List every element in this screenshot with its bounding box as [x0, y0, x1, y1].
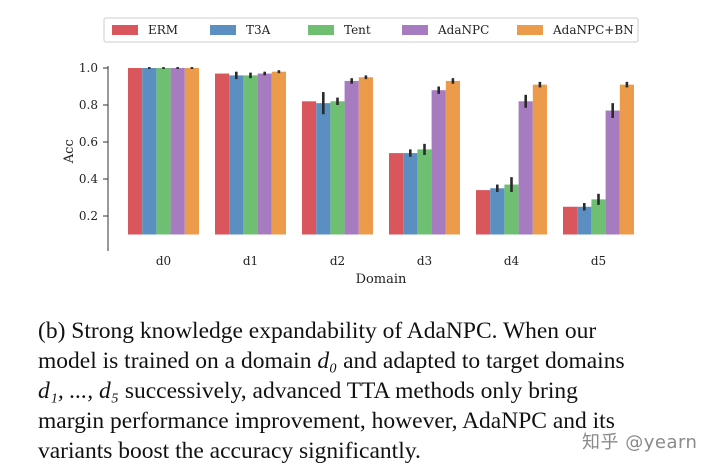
bar-adanpc-bn-d3 — [445, 80, 460, 235]
bar-tent-d0 — [156, 68, 171, 235]
x-tick-label: d0 — [156, 254, 171, 268]
bar-adanpc-d2 — [344, 80, 359, 235]
caption-line-2-text-a: model is trained on a domain — [38, 348, 318, 374]
caption-math-d0: d₀ — [317, 348, 338, 374]
bar-adanpc-bn-d5 — [619, 84, 634, 235]
bar-adanpc-d3 — [431, 90, 446, 235]
bar-t3a-d3 — [403, 153, 418, 235]
x-tick-label: d3 — [417, 254, 432, 268]
caption-math-d1-d5: d₁, ..., d₅ — [38, 378, 119, 404]
bar-adanpc-bn-d0 — [184, 68, 199, 235]
bar-t3a-d0 — [142, 68, 157, 235]
y-axis-label: Acc — [62, 139, 77, 164]
bar-t3a-d2 — [316, 103, 331, 235]
bar-t3a-d5 — [577, 206, 592, 235]
caption-line-1: (b) Strong knowledge expandability of Ad… — [38, 318, 597, 344]
legend-label: AdaNPC+BN — [552, 23, 634, 37]
x-tick-label: d1 — [243, 254, 258, 268]
legend-label: AdaNPC — [437, 23, 489, 37]
caption-line-3: d₁, ..., d₅ successively, advanced TTA m… — [38, 376, 688, 406]
bar-t3a-d4 — [490, 188, 505, 235]
bar-adanpc-bn-d4 — [532, 84, 547, 235]
bar-adanpc-bn-d2 — [358, 77, 373, 235]
caption-line-3-text: successively, advanced TTA methods only … — [118, 378, 578, 404]
legend-swatch — [402, 25, 428, 35]
bar-erm-d4 — [476, 190, 491, 235]
legend-label: T3A — [246, 23, 271, 37]
bar-chart: 0.2 0.4 0.6 0.8 1.0 Acc d0 d1 d2 d3 d4 d5 Domain ERM T… — [62, 17, 639, 287]
bar-adanpc-d4 — [518, 101, 533, 235]
bar-t3a-d1 — [229, 75, 244, 235]
y-tick-label: 0.2 — [79, 209, 98, 223]
bar-adanpc-d0 — [170, 68, 185, 235]
x-axis-label: Domain — [356, 272, 407, 287]
caption-line-2: model is trained on a domain d₀ and adap… — [38, 346, 688, 376]
legend-label: ERM — [148, 23, 178, 37]
bar-tent-d3 — [417, 149, 432, 235]
figure-caption: (b) Strong knowledge expandability of Ad… — [38, 316, 688, 466]
x-tick-label: d2 — [330, 254, 345, 268]
bar-adanpc-d1 — [257, 73, 272, 235]
y-tick-label: 0.6 — [79, 135, 98, 149]
legend-swatch — [517, 25, 543, 35]
legend-swatch — [308, 25, 334, 35]
legend-swatch — [210, 25, 236, 35]
caption-line-5: variants boost the accuracy significantl… — [38, 438, 421, 464]
caption-line-4: margin performance improvement, however,… — [38, 408, 615, 434]
bar-tent-d1 — [243, 75, 258, 235]
legend-label: Tent — [344, 23, 371, 37]
bar-adanpc-d5 — [605, 110, 620, 235]
bar-tent-d4 — [504, 184, 519, 235]
y-tick-label: 0.8 — [79, 98, 98, 112]
y-tick-label: 0.4 — [79, 172, 98, 186]
bar-adanpc-bn-d1 — [271, 71, 286, 235]
bar-tent-d5 — [591, 199, 606, 235]
x-tick-label: d4 — [504, 254, 520, 268]
bar-erm-d3 — [389, 153, 404, 235]
watermark: 知乎 @yearn — [582, 432, 698, 453]
caption-line-2-text-b: and adapted to target domains — [337, 348, 625, 374]
bar-erm-d5 — [563, 206, 578, 235]
bar-tent-d2 — [330, 101, 345, 235]
bar-erm-d1 — [215, 73, 230, 235]
legend-box — [103, 17, 639, 43]
bar-erm-d2 — [302, 101, 317, 235]
legend-swatch — [112, 25, 138, 35]
x-tick-label: d5 — [591, 254, 606, 268]
bar-erm-d0 — [128, 68, 143, 235]
y-tick-label: 1.0 — [79, 61, 98, 75]
